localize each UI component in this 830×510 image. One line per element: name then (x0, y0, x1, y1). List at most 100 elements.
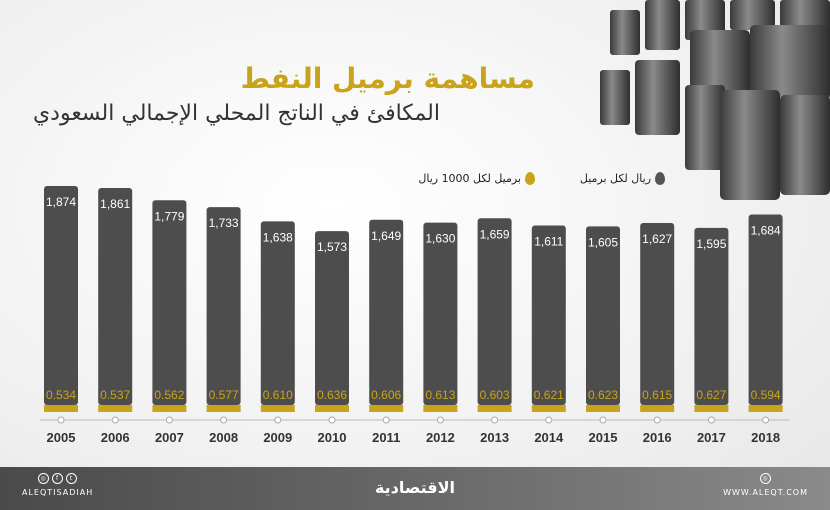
data-label-barrel: 0.613 (425, 388, 455, 402)
data-label-barrel: 0.594 (751, 388, 781, 402)
axis-marker (274, 416, 282, 424)
twitter-icon[interactable]: t (66, 473, 78, 484)
data-label-riyal: 1,627 (642, 232, 672, 246)
x-tick-label: 2007 (155, 430, 184, 445)
axis-marker (436, 416, 444, 424)
oil-barrels-image (600, 0, 830, 200)
bar-barrel-per-1000-riyal (152, 405, 187, 412)
data-label-barrel: 0.562 (154, 388, 184, 402)
social-handle: ◎ f t ALEQTISADIAH (22, 473, 93, 497)
data-label-barrel: 0.577 (209, 388, 239, 402)
instagram-icon[interactable]: ◎ (38, 473, 50, 484)
bar-barrel-per-1000-riyal (98, 405, 133, 412)
data-label-barrel: 0.537 (100, 388, 130, 402)
axis-marker (57, 416, 65, 424)
data-label-barrel: 0.621 (534, 388, 564, 402)
axis-marker (165, 416, 173, 424)
data-label-barrel: 0.623 (588, 388, 618, 402)
footer: ◎ f t ALEQTISADIAH الاقتصادية ◎ WWW.ALEQ… (0, 467, 830, 510)
bar-riyal-per-barrel (531, 225, 566, 405)
legend-label: ريال لكل برميل (579, 172, 651, 185)
data-label-barrel: 0.615 (642, 388, 672, 402)
data-label-barrel: 0.636 (317, 388, 347, 402)
data-label-riyal: 1,874 (46, 195, 76, 209)
bar-barrel-per-1000-riyal (748, 405, 783, 412)
website: ◎ WWW.ALEQT.COM (723, 473, 808, 497)
bar-barrel-per-1000-riyal (423, 405, 458, 412)
x-tick-label: 2012 (426, 430, 455, 445)
data-label-riyal: 1,630 (425, 232, 455, 246)
data-label-riyal: 1,779 (154, 209, 184, 223)
axis-marker (328, 416, 336, 424)
axis-marker (545, 416, 553, 424)
data-label-barrel: 0.603 (480, 388, 510, 402)
x-tick-label: 2016 (643, 430, 672, 445)
bar-riyal-per-barrel (423, 222, 458, 405)
oil-drop-icon (655, 172, 665, 185)
axis-marker (707, 416, 715, 424)
axis-marker (382, 416, 390, 424)
bar-riyal-per-barrel (206, 207, 241, 405)
bar-barrel-per-1000-riyal (640, 405, 675, 412)
x-tick-label: 2013 (480, 430, 509, 445)
bar-barrel-per-1000-riyal (260, 405, 295, 412)
bar-riyal-per-barrel (477, 218, 512, 405)
chart-title: مساهمة برميل النفط (240, 62, 535, 95)
bar-riyal-per-barrel (369, 219, 404, 405)
x-tick-label: 2005 (47, 430, 76, 445)
x-tick-label: 2009 (263, 430, 292, 445)
legend-item-riyal-per-barrel: ريال لكل برميل (580, 172, 665, 185)
x-tick-label: 2015 (589, 430, 618, 445)
legend-item-barrel-per-1000-riyal: برميل لكل 1000 ريال (418, 172, 535, 185)
x-tick-label: 2017 (697, 430, 726, 445)
data-label-riyal: 1,659 (480, 227, 510, 241)
axis-marker (599, 416, 607, 424)
x-tick-label: 2008 (209, 430, 238, 445)
axis-marker (491, 416, 499, 424)
globe-icon[interactable]: ◎ (760, 473, 772, 484)
data-label-riyal: 1,638 (263, 230, 293, 244)
bar-barrel-per-1000-riyal (531, 405, 566, 412)
data-label-riyal: 1,861 (100, 197, 130, 211)
bar-barrel-per-1000-riyal (369, 405, 404, 412)
bar-riyal-per-barrel (694, 227, 729, 405)
data-label-barrel: 0.627 (696, 388, 726, 402)
bar-riyal-per-barrel (98, 187, 133, 405)
chart-subtitle: المكافئ في الناتج المحلي الإجمالي السعود… (32, 101, 440, 126)
bar-barrel-per-1000-riyal (206, 405, 241, 412)
x-tick-label: 2006 (101, 430, 130, 445)
bar-barrel-per-1000-riyal (315, 405, 349, 412)
axis-marker (653, 416, 661, 424)
website-text[interactable]: WWW.ALEQT.COM (723, 488, 808, 497)
bar-riyal-per-barrel (44, 186, 78, 405)
handle-text: ALEQTISADIAH (22, 488, 94, 497)
bar-barrel-per-1000-riyal (477, 405, 512, 412)
oil-drop-icon (525, 172, 535, 185)
bar-riyal-per-barrel (586, 226, 620, 405)
x-tick-label: 2011 (372, 430, 400, 445)
bar-riyal-per-barrel (260, 221, 295, 405)
data-label-riyal: 1,684 (751, 224, 781, 238)
facebook-icon[interactable]: f (52, 473, 64, 484)
bar-chart: 1,874 0.534 2005 1,861 0.537 2006 1,779 0.562 20… (40, 186, 790, 445)
axis-marker (220, 416, 228, 424)
data-label-barrel: 0.606 (371, 388, 401, 402)
data-label-riyal: 1,573 (317, 240, 347, 254)
bar-riyal-per-barrel (748, 214, 783, 405)
axis-marker (762, 416, 770, 424)
bar-riyal-per-barrel (152, 200, 187, 405)
bar-riyal-per-barrel (315, 231, 349, 405)
data-label-riyal: 1,733 (209, 216, 239, 230)
bar-riyal-per-barrel (640, 223, 675, 405)
data-label-riyal: 1,595 (696, 237, 726, 251)
data-label-barrel: 0.534 (46, 388, 76, 402)
data-label-riyal: 1,611 (534, 234, 563, 248)
x-tick-label: 2014 (534, 430, 564, 445)
bar-barrel-per-1000-riyal (586, 405, 620, 412)
axis-marker (111, 416, 119, 424)
bar-barrel-per-1000-riyal (694, 405, 729, 412)
logo: الاقتصادية (374, 478, 456, 497)
data-label-riyal: 1,649 (371, 229, 401, 243)
data-label-riyal: 1,605 (588, 235, 618, 249)
bar-barrel-per-1000-riyal (44, 405, 78, 412)
